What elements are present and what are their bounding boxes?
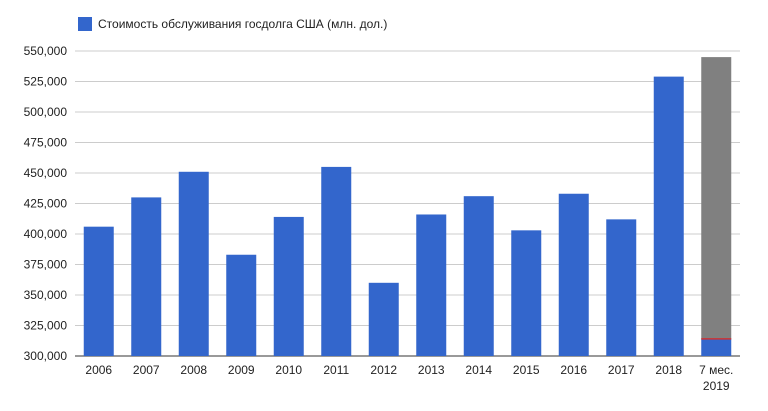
- y-tick-label: 450,000: [24, 166, 68, 180]
- x-tick-label: 2015: [513, 363, 540, 377]
- y-tick-label: 325,000: [24, 319, 68, 333]
- bar: [273, 216, 304, 356]
- x-tick-label: 2009: [228, 363, 255, 377]
- bar: [83, 226, 114, 356]
- x-tick-label: 2017: [608, 363, 635, 377]
- x-tick-label: 2011: [323, 363, 349, 377]
- bar: [701, 338, 732, 356]
- legend-label: Стоимость обслуживания госдолга США (млн…: [98, 17, 388, 31]
- bar: [606, 219, 637, 356]
- bar: [178, 171, 209, 356]
- x-tick-label: 2010: [275, 363, 302, 377]
- y-tick-label: 525,000: [24, 75, 68, 89]
- bar: [558, 193, 589, 356]
- bar: [416, 214, 447, 356]
- x-tick-label: 2006: [85, 363, 112, 377]
- x-tick-label: 2018: [655, 363, 682, 377]
- y-tick-label: 375,000: [24, 258, 68, 272]
- x-tick-label: 7 мес.: [699, 363, 733, 377]
- bar-extension: [701, 57, 732, 339]
- legend-swatch: [78, 17, 92, 31]
- legend: Стоимость обслуживания госдолга США (млн…: [78, 17, 387, 31]
- bar: [511, 230, 542, 356]
- x-tick-label: 2008: [180, 363, 207, 377]
- bar: [653, 76, 684, 357]
- y-tick-label: 500,000: [24, 105, 68, 119]
- y-tick-label: 475,000: [24, 136, 68, 150]
- x-tick-label: 2014: [465, 363, 492, 377]
- x-tick-label: 2019: [703, 379, 730, 393]
- y-tick-label: 550,000: [24, 44, 68, 58]
- x-tick-label: 2013: [418, 363, 445, 377]
- bar: [226, 254, 257, 356]
- bar: [131, 197, 162, 356]
- x-tick-label: 2007: [133, 363, 160, 377]
- bar: [321, 166, 352, 356]
- y-tick-label: 300,000: [24, 349, 68, 363]
- x-tick-label: 2016: [560, 363, 587, 377]
- bar: [463, 196, 494, 356]
- y-tick-label: 425,000: [24, 197, 68, 211]
- y-tick-label: 400,000: [24, 227, 68, 241]
- y-tick-label: 350,000: [24, 288, 68, 302]
- x-tick-label: 2012: [370, 363, 397, 377]
- bar: [368, 282, 399, 356]
